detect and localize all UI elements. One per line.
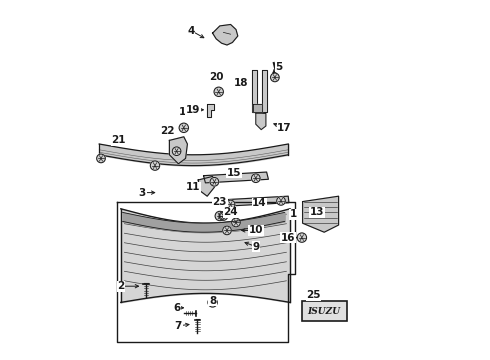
Text: 25: 25 [306,290,320,300]
Circle shape [215,211,224,221]
Circle shape [222,226,231,235]
Text: 19: 19 [186,105,200,115]
Text: ISUZU: ISUZU [308,306,341,315]
Circle shape [277,197,285,205]
Text: 24: 24 [223,207,238,217]
Circle shape [97,154,105,163]
Text: 16: 16 [281,233,295,243]
Polygon shape [256,113,266,130]
Polygon shape [204,172,269,183]
Text: 23: 23 [213,197,227,207]
Circle shape [270,73,279,82]
Text: 11: 11 [186,182,200,192]
Text: 13: 13 [310,207,324,217]
Polygon shape [198,176,215,196]
Text: 5: 5 [275,62,283,72]
Circle shape [251,174,260,183]
Text: 6: 6 [173,303,180,313]
Text: 9: 9 [252,242,259,252]
Circle shape [210,177,219,186]
Text: 15: 15 [227,168,242,178]
Circle shape [179,123,189,132]
Circle shape [226,200,235,209]
Polygon shape [262,70,267,112]
Text: 17: 17 [277,123,292,133]
Text: 14: 14 [252,198,267,208]
Polygon shape [252,70,257,112]
Text: 4: 4 [187,26,195,36]
Polygon shape [253,104,262,112]
Circle shape [150,161,160,170]
Text: 12: 12 [178,107,193,117]
FancyBboxPatch shape [301,301,347,321]
Text: 3: 3 [139,188,146,198]
Polygon shape [207,104,215,117]
Circle shape [172,147,181,156]
Circle shape [232,218,240,227]
Polygon shape [223,196,289,206]
Text: 1: 1 [290,209,297,219]
Circle shape [297,233,307,242]
Text: 20: 20 [209,72,223,82]
Polygon shape [303,196,339,232]
Text: 8: 8 [209,296,216,306]
Text: 21: 21 [111,135,125,145]
Text: 10: 10 [248,225,263,235]
Text: 18: 18 [234,78,248,88]
Text: 7: 7 [175,321,182,331]
Text: 2: 2 [117,281,124,291]
Polygon shape [213,24,238,45]
Circle shape [208,298,217,307]
Circle shape [219,212,228,220]
Polygon shape [170,137,187,164]
Text: 22: 22 [160,126,175,136]
Circle shape [214,87,223,96]
